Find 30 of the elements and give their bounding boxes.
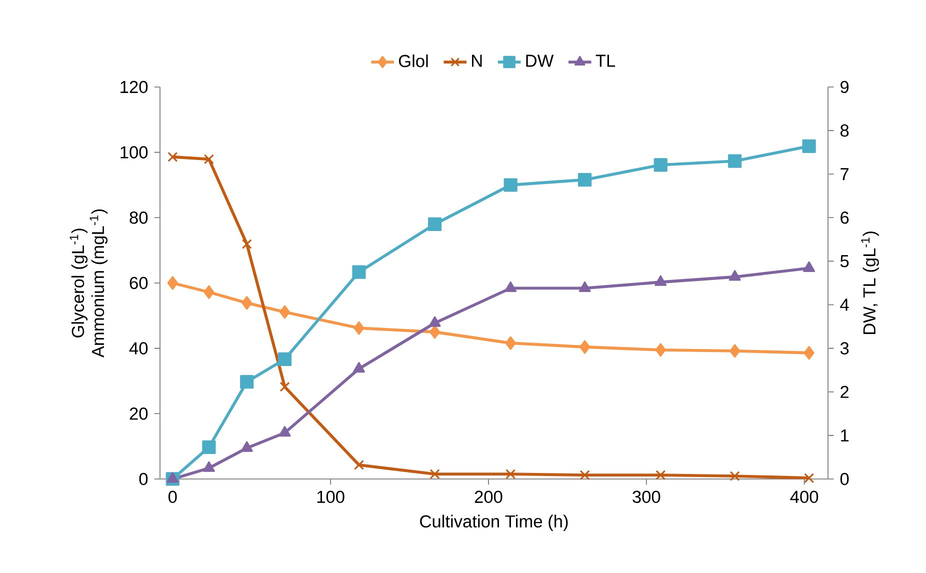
x-axis-title: Cultivation Time (h) <box>420 514 568 531</box>
y-tick-label: 100 <box>120 146 148 158</box>
text: Glycerol (gL$^{-1}$) <box>70 228 88 338</box>
x-tick-label: 200 <box>474 490 502 503</box>
text: Ammonium (mgL$^{-1}$) <box>90 209 108 358</box>
legend-label: N <box>472 54 482 67</box>
y2-tick-label: 4 <box>840 298 849 311</box>
y-tick-label: 20 <box>130 408 148 420</box>
y2-tick-label: 1 <box>841 429 849 442</box>
x-tick-label: 400 <box>790 490 818 503</box>
y2-axis-title: DW, TL (gL$^{-1}$) <box>861 232 879 334</box>
y-tick-label: 80 <box>130 212 148 224</box>
x-tick-label: 300 <box>632 490 660 503</box>
y-tick-label: 60 <box>130 276 148 290</box>
x-tick-label: 0 <box>168 490 177 503</box>
legend-label: DW <box>526 54 554 67</box>
y2-tick-label: 6 <box>840 212 849 224</box>
y-tick-label: 120 <box>120 80 148 94</box>
y2-tick-label: 5 <box>840 255 849 268</box>
legend-label: TL <box>596 54 616 67</box>
y2-tick-label: 8 <box>840 124 849 137</box>
legend-label: Glol <box>398 54 428 68</box>
x-tick-label: 100 <box>317 490 344 503</box>
y2-tick-label: 9 <box>840 80 849 94</box>
y2-tick-label: 0 <box>840 472 849 486</box>
y-tick-label: 0 <box>139 472 148 486</box>
y-tick-label: 40 <box>129 342 148 354</box>
y2-tick-label: 2 <box>840 386 848 398</box>
y2-tick-label: 7 <box>840 168 848 180</box>
y2-tick-label: 3 <box>840 342 849 354</box>
